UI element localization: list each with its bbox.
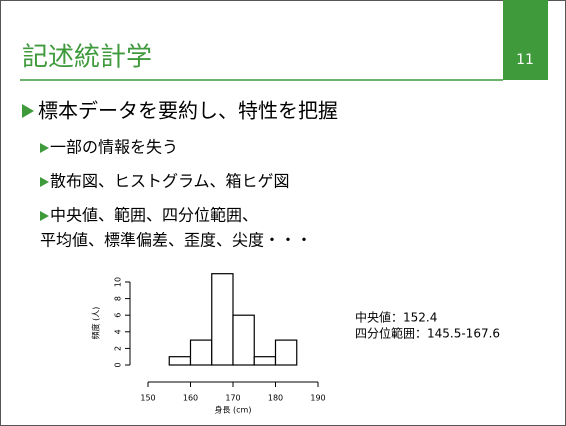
- x-tick-label: 180: [268, 394, 283, 403]
- bar: [232, 314, 255, 366]
- slide-title: 記述統計学: [22, 43, 152, 73]
- page-number: 11: [516, 52, 534, 68]
- bar: [274, 339, 298, 366]
- y-tick-label: 6: [114, 313, 123, 318]
- y-tick-label: 8: [114, 296, 123, 301]
- y-tick-label: 10: [114, 277, 123, 287]
- x-tick-label: 160: [183, 394, 198, 403]
- bar: [168, 356, 192, 366]
- sub-bullet-marker: [40, 143, 49, 153]
- y-tick-label: 4: [114, 329, 123, 334]
- sub-bullet-text: 散布図、ヒストグラム、箱ヒゲ図: [50, 172, 290, 191]
- sub-bullet-text: 一部の情報を失う: [50, 138, 178, 157]
- x-axis-label: 身長 (cm): [215, 405, 252, 415]
- note: 四分位範囲：145.5-167.6: [355, 326, 500, 341]
- sub-bullet-text: 中央値、範囲、四分位範囲、: [50, 206, 258, 225]
- x-tick-label: 190: [310, 394, 325, 403]
- bullet-marker: [22, 104, 34, 118]
- x-tick-label: 170: [225, 394, 240, 403]
- note: 中央値：152.4: [355, 310, 437, 325]
- bar: [189, 339, 213, 366]
- y-tick-label: 2: [114, 346, 123, 351]
- bar: [253, 356, 277, 366]
- sub-bullet-text: 平均値、標準偏差、歪度、尖度・・・: [40, 231, 312, 250]
- sub-bullet-marker: [40, 211, 49, 221]
- y-tick-label: 0: [114, 362, 123, 367]
- bullet-text: 標本データを要約し、特性を把握: [38, 99, 338, 123]
- page-number-box: [503, 0, 548, 80]
- y-axis-label: 頻度 (人): [91, 307, 101, 340]
- sub-bullet-marker: [40, 177, 49, 187]
- bar: [211, 273, 234, 366]
- x-tick-label: 150: [140, 394, 155, 403]
